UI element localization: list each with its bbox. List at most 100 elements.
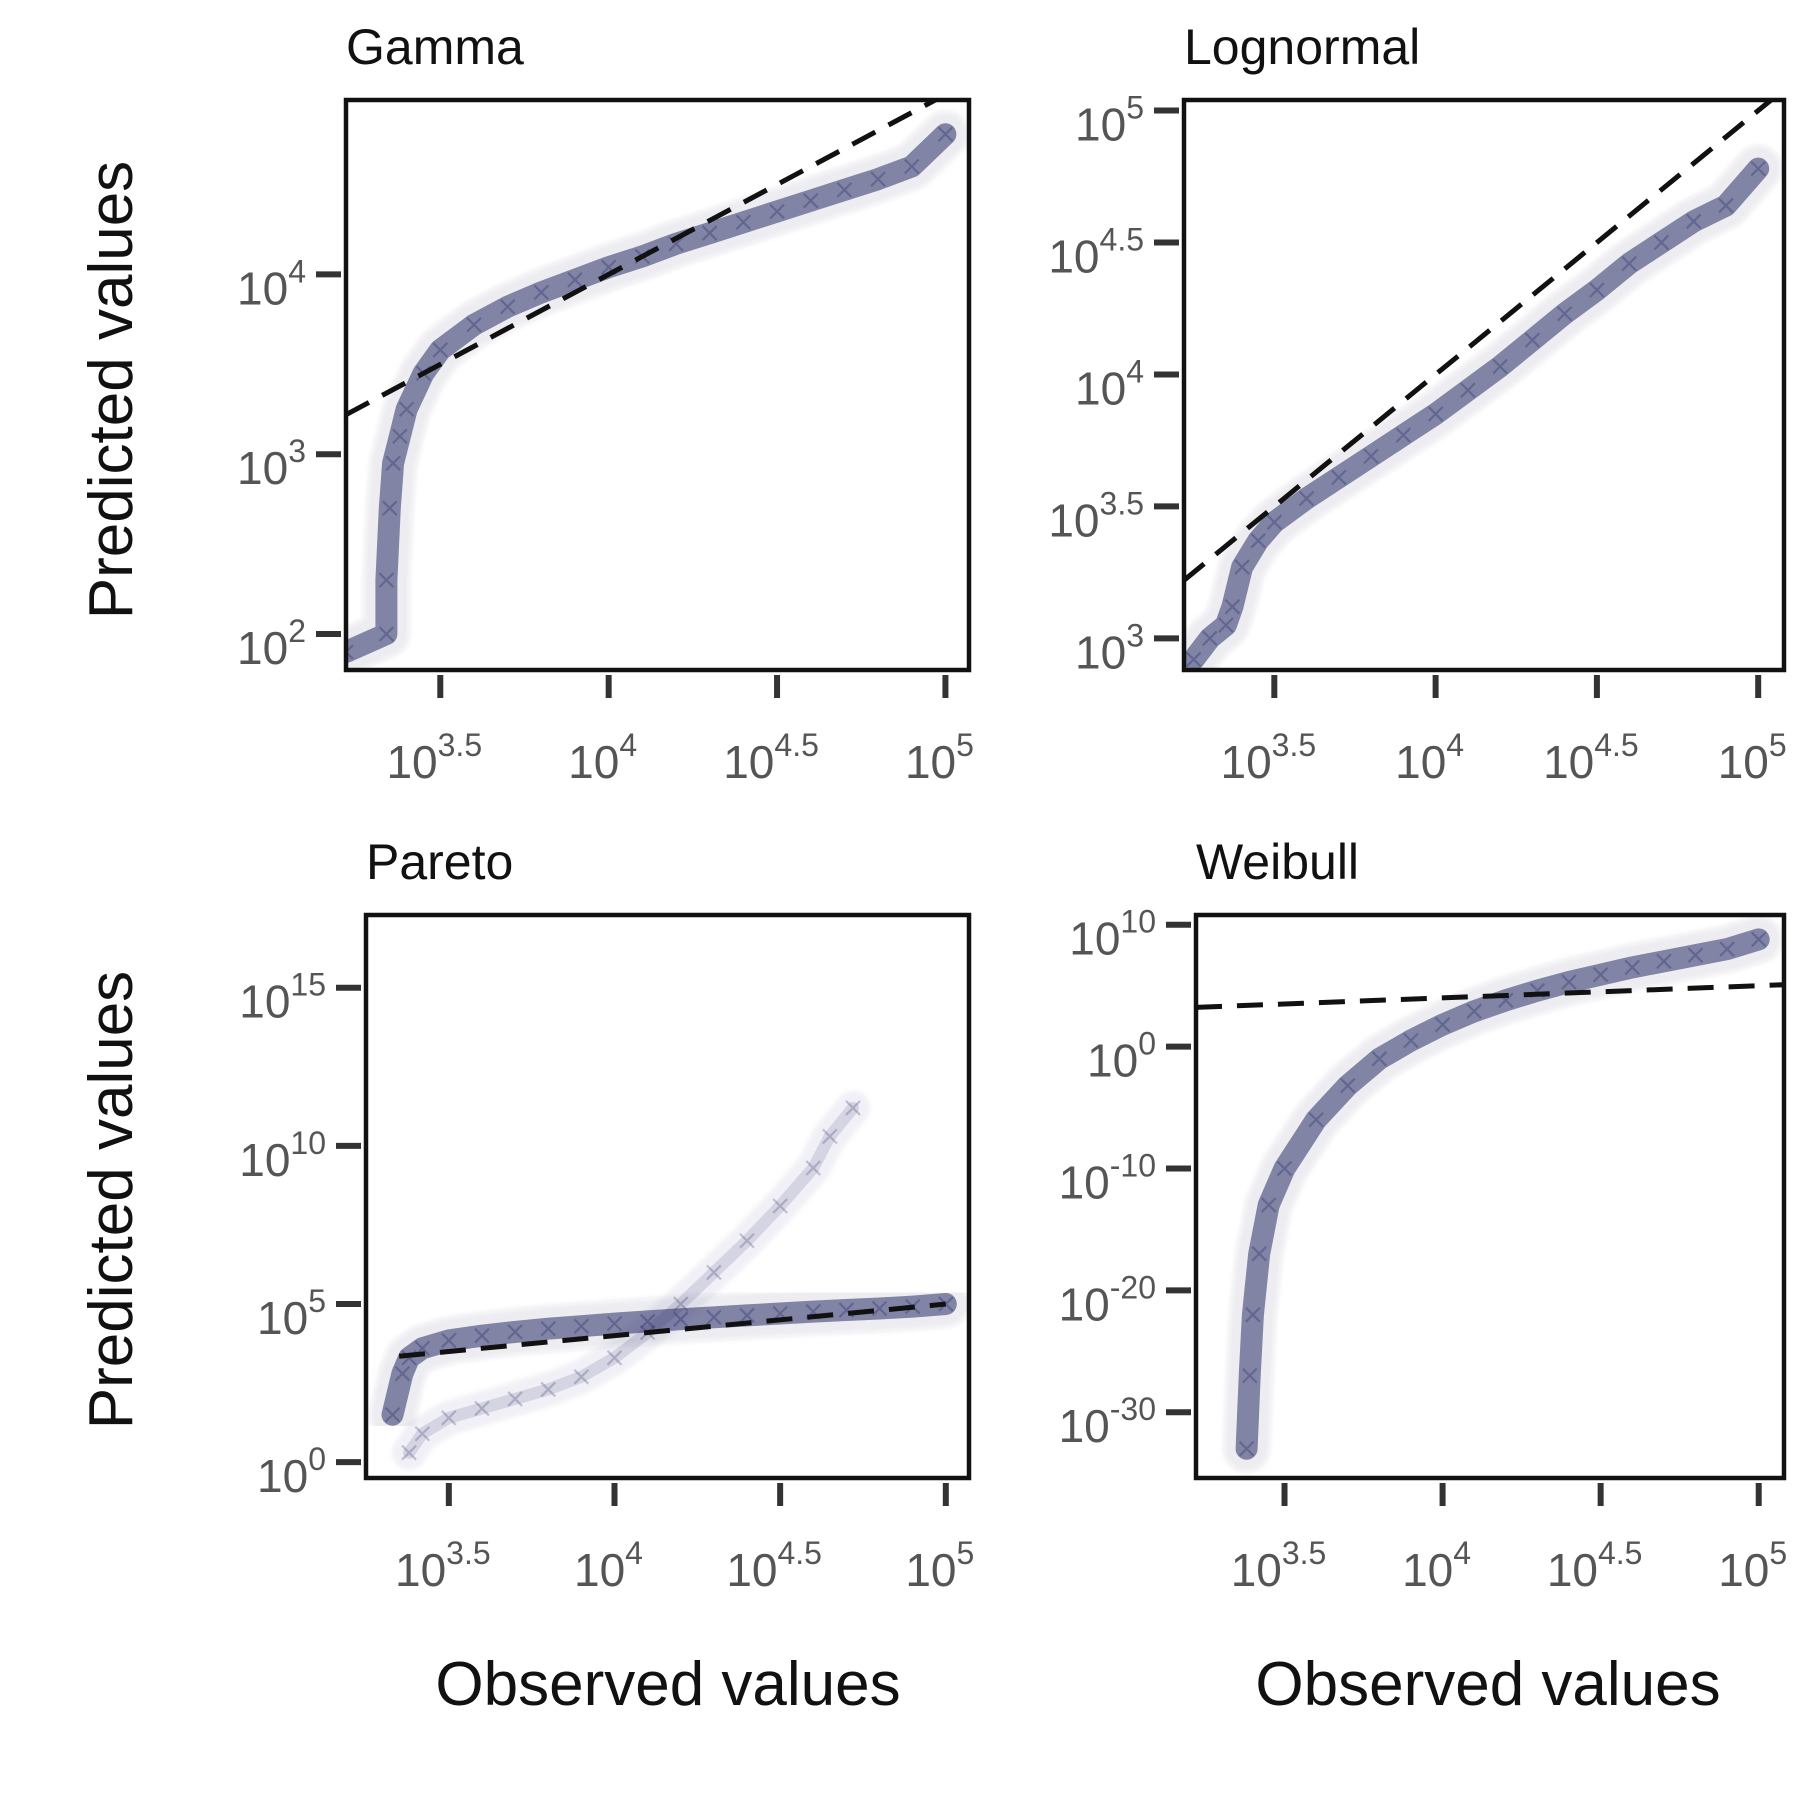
data-point (1276, 1160, 1293, 1177)
data-point (1234, 559, 1250, 575)
plot-area-weibull (1196, 916, 1784, 1472)
data-point (432, 342, 449, 358)
data-point (1331, 469, 1347, 486)
data-point (1395, 427, 1412, 443)
data-point (1656, 953, 1672, 970)
panel-lognormal: Lognormal 103.5 104 104.5 105 103 103.5 104 104.… (1048, 19, 1786, 788)
data-point (1685, 213, 1702, 230)
data-point (1403, 1032, 1419, 1049)
axes-frame-lognormal (1181, 97, 1787, 673)
data-point (346, 644, 354, 660)
data-point (870, 171, 886, 187)
data-point (903, 158, 920, 175)
y-tick-label: 103 (1075, 617, 1144, 678)
data-series-gamma-1 (346, 111, 969, 670)
y-tick-label: 1010 (239, 1125, 326, 1186)
x-tick-label: 104.5 (1543, 727, 1639, 788)
x-tick-label: 104 (1395, 727, 1464, 788)
data-point (1218, 617, 1234, 633)
data-series-lognormal-1 (1184, 145, 1782, 670)
data-point (1561, 974, 1577, 990)
data-point (802, 192, 819, 209)
data-point (701, 225, 718, 241)
data-point (706, 1264, 722, 1281)
plot-area-lognormal (1184, 100, 1782, 670)
data-point (1298, 490, 1315, 507)
panel-title-pareto: Pareto (366, 834, 513, 890)
data-point (938, 1296, 954, 1312)
x-tick-label: 104 (568, 727, 637, 788)
data-point (384, 1406, 401, 1423)
y-tick-label: 103.5 (1048, 485, 1144, 546)
y-tick-label: 10-30 (1059, 1391, 1156, 1452)
data-point (1653, 234, 1670, 251)
data-point (672, 1296, 689, 1312)
x-tick-label: 105 (905, 727, 974, 788)
data-point (1245, 1306, 1261, 1323)
y-tick-label: 105 (257, 1283, 326, 1344)
data-point (739, 1307, 755, 1324)
data-point (499, 299, 516, 315)
axes-frame-pareto (363, 912, 972, 1481)
data-point (871, 1300, 888, 1317)
data-point (1589, 282, 1605, 298)
data-point (474, 1400, 490, 1417)
x-tick-label: 104.5 (723, 727, 819, 788)
panel-title-gamma: Gamma (346, 19, 524, 75)
data-point (394, 1365, 411, 1382)
data-point (573, 1369, 590, 1385)
data-point (739, 1233, 755, 1249)
panel-gamma: Gamma 103.5 104 104.5 105 102 103 104 (237, 19, 974, 788)
y-tick-label: 105 (1075, 90, 1144, 151)
data-point (1185, 651, 1202, 668)
data-point (385, 455, 401, 471)
data-point (1624, 959, 1641, 976)
data-point (606, 1315, 623, 1332)
panel-title-weibull: Weibull (1196, 834, 1359, 890)
y-tick-label: 102 (237, 613, 306, 674)
data-point (822, 1128, 838, 1145)
data-point (769, 203, 785, 220)
data-point (540, 1320, 557, 1337)
data-point (1266, 514, 1283, 530)
data-series-pareto-2 (392, 1090, 870, 1470)
data-point (772, 1198, 788, 1214)
data-point (414, 1425, 431, 1442)
y-tick-label: 10-20 (1059, 1269, 1156, 1330)
x-tick-label: 104.5 (1547, 1535, 1643, 1596)
data-point (1241, 1367, 1258, 1384)
data-point (441, 1410, 457, 1426)
x-axis-label-right: Observed values (1255, 1650, 1720, 1719)
data-point (567, 272, 583, 288)
reference-line-gamma (346, 100, 941, 417)
data-point (573, 1318, 590, 1334)
y-tick-label: 100 (257, 1441, 326, 1502)
data-point (1621, 255, 1637, 272)
plot-area-pareto (369, 1090, 969, 1470)
data-point (540, 1381, 557, 1398)
data-point (474, 1327, 490, 1344)
data-point (378, 626, 395, 642)
data-series-weibull-1 (1223, 916, 1782, 1472)
data-point (1719, 941, 1735, 957)
data-point (1434, 1016, 1451, 1033)
y-tick-label: 1015 (239, 967, 326, 1028)
panel-pareto: Pareto 103.5 104 104.5 105 100 105 1010 1015 (239, 834, 974, 1596)
data-point (1339, 1077, 1356, 1094)
y-tick-label: 103 (237, 433, 306, 494)
data-point (392, 428, 408, 445)
data-point (507, 1324, 523, 1340)
data-point (1371, 1051, 1388, 1067)
data-point (606, 1350, 623, 1366)
panel-title-lognormal: Lognormal (1184, 19, 1420, 75)
y-axis-label-bottom: Predicted values (77, 971, 146, 1429)
y-tick-label: 104.5 (1048, 222, 1144, 283)
x-tick-label: 105 (905, 1535, 974, 1596)
data-point (735, 214, 752, 231)
x-tick-label: 104 (574, 1535, 643, 1596)
y-tick-label: 10-10 (1059, 1147, 1156, 1208)
data-point (1687, 947, 1704, 963)
data-point (533, 284, 550, 301)
axes-frame-weibull (1193, 912, 1787, 1481)
data-point (836, 182, 853, 198)
